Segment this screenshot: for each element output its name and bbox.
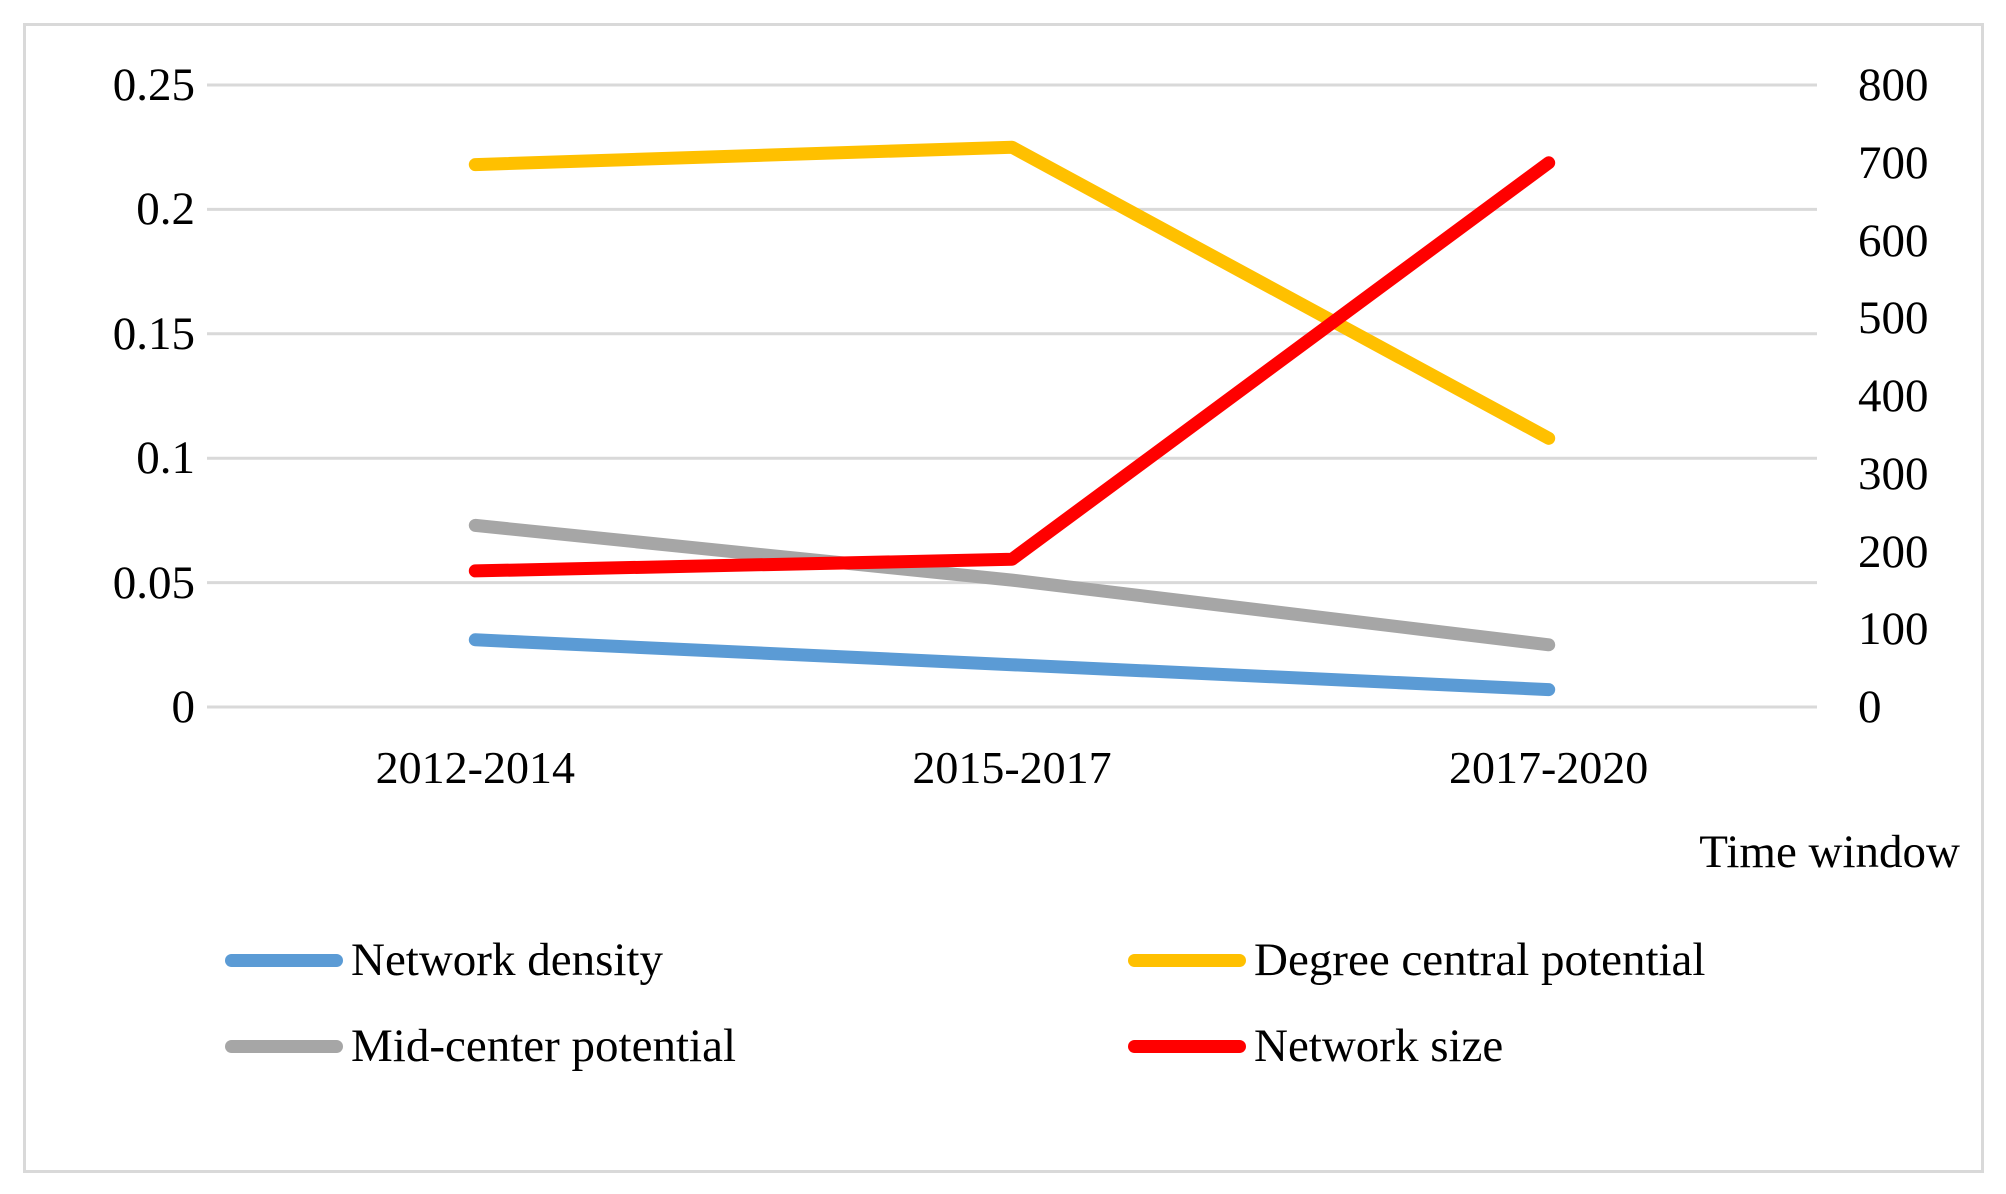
- left-axis-tick-label: 0: [171, 681, 196, 733]
- series-line-mid-center-potential: [468, 518, 1556, 652]
- left-axis-tick-label: 0.2: [136, 183, 195, 236]
- right-axis-tick-label: 700: [1858, 136, 1929, 189]
- x-axis-title: Time window: [1699, 826, 1960, 878]
- right-axis-tick-label: 100: [1858, 603, 1929, 656]
- legend-item-network-density: Network density: [225, 930, 663, 990]
- series-line-network-size: [468, 156, 1556, 578]
- legend-label: Network density: [351, 934, 663, 986]
- legend-swatch-network-density: [225, 953, 343, 967]
- right-axis-tick-label: 800: [1858, 59, 1929, 111]
- legend-swatch-degree-central-potential: [1128, 953, 1246, 967]
- right-axis-tick-label: 300: [1858, 447, 1929, 500]
- legend-label: Mid-center potential: [351, 1020, 736, 1072]
- right-axis-tick-label: 0: [1858, 681, 1882, 733]
- right-axis-tick-label: 500: [1858, 292, 1929, 345]
- legend-item-degree-central-potential: Degree central potential: [1128, 930, 1705, 990]
- x-axis-tick-label: 2015-2017: [912, 742, 1112, 793]
- legend-swatch-network-size: [1128, 1039, 1246, 1053]
- series-line-degree-central-potential: [468, 140, 1556, 445]
- legend-label: Network size: [1254, 1020, 1504, 1072]
- legend-item-network-size: Network size: [1128, 1016, 1503, 1076]
- left-axis-tick-label: 0.05: [112, 556, 195, 609]
- left-axis-tick-label: 0.1: [136, 432, 195, 485]
- legend-label: Degree central potential: [1254, 934, 1706, 986]
- left-axis-tick-label: 0.25: [112, 59, 195, 111]
- chart-frame-border: [23, 23, 1984, 1173]
- x-axis-tick-label: 2012-2014: [375, 742, 575, 793]
- left-axis-tick-label: 0.15: [112, 307, 195, 360]
- right-axis-tick-label: 200: [1858, 525, 1929, 578]
- legend-item-mid-center-potential: Mid-center potential: [225, 1016, 736, 1076]
- series-line-network-density: [468, 633, 1556, 697]
- right-axis-tick-label: 400: [1858, 370, 1929, 422]
- x-axis-tick-label: 2017-2020: [1448, 742, 1649, 793]
- legend-swatch-mid-center-potential: [225, 1039, 343, 1053]
- right-axis-tick-label: 600: [1858, 214, 1929, 267]
